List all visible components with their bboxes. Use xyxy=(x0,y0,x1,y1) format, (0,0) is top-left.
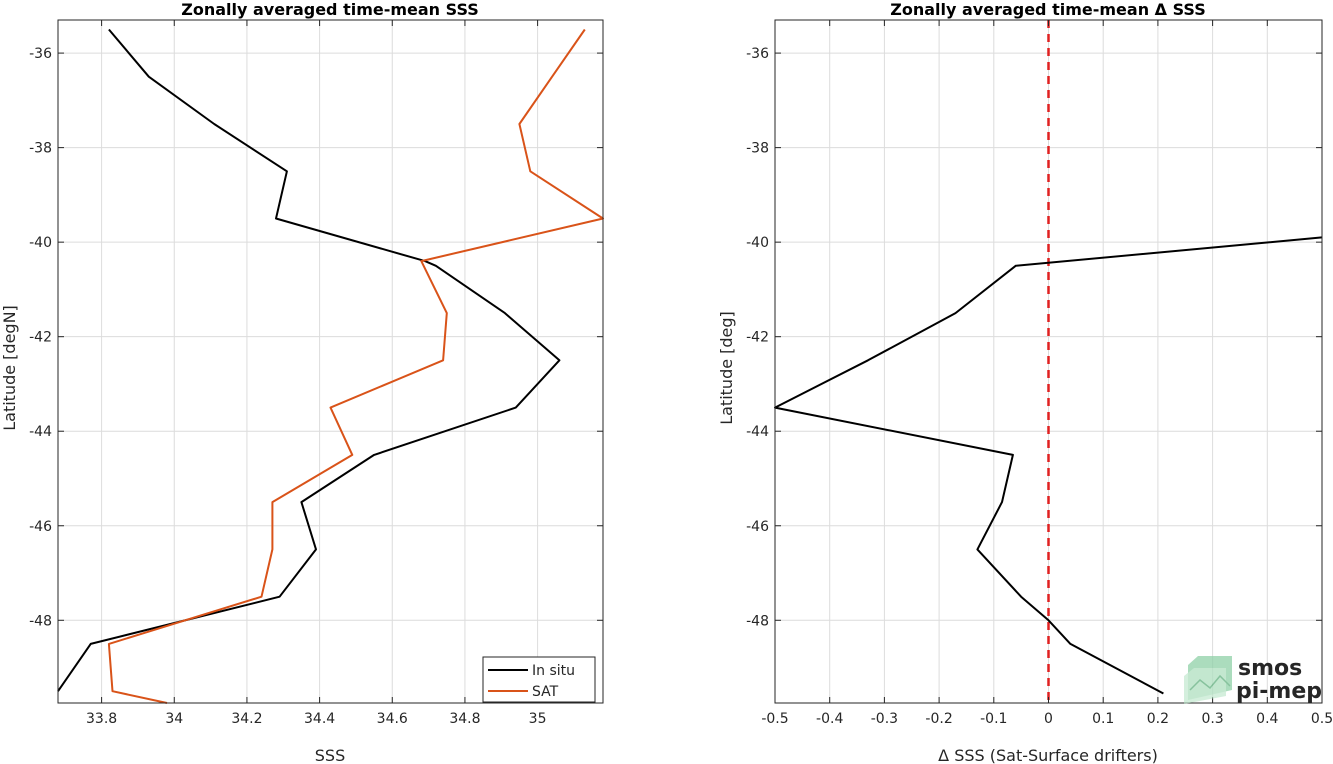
sss-y-tick-label: -48 xyxy=(29,613,52,629)
delta-sss-x-tick-label: 0.2 xyxy=(1147,711,1169,727)
logo-graphic xyxy=(1184,656,1232,704)
sss-y-axis-label: Latitude [degN] xyxy=(0,305,19,431)
sss-y-tick-label: -38 xyxy=(29,141,52,157)
delta-sss-y-tick-label: -46 xyxy=(746,519,769,535)
delta-sss-panel-title: Zonally averaged time-mean Δ SSS xyxy=(890,0,1206,19)
sss-panel-title: Zonally averaged time-mean SSS xyxy=(181,0,479,19)
sss-line-sat xyxy=(107,28,604,704)
sss-y-tick-label: -40 xyxy=(29,235,52,251)
sss-x-tick-label: 33.8 xyxy=(86,711,117,727)
delta-sss-y-tick-label: -36 xyxy=(746,46,769,62)
delta-sss-x-tick-label: 0.4 xyxy=(1256,711,1278,727)
sss-y-tick-label: -46 xyxy=(29,519,52,535)
delta-sss-panel: Zonally averaged time-mean Δ SSS -0.5 -0.… xyxy=(717,0,1333,764)
sss-ticks: 33.8 34 34.2 34.4 34.6 34.8 35 -36 -38 -40 -42 -44 -… xyxy=(29,20,603,727)
delta-sss-x-tick-label: -0.4 xyxy=(816,711,843,727)
sss-y-tick-label: -42 xyxy=(29,330,52,346)
delta-sss-y-tick-label: -48 xyxy=(746,613,769,629)
sss-axes-frame xyxy=(57,19,604,704)
sss-x-tick-label: 34.6 xyxy=(377,711,408,727)
sss-x-tick-label: 34.4 xyxy=(304,711,335,727)
logo-text-smos: smos xyxy=(1238,656,1302,681)
delta-sss-y-tick-label: -40 xyxy=(746,235,769,251)
delta-sss-line-series-0 xyxy=(774,236,1323,695)
delta-sss-x-tick-label: 0 xyxy=(1044,711,1053,727)
sss-y-tick-label: -44 xyxy=(29,424,52,440)
sss-x-tick-label: 35 xyxy=(529,711,547,727)
delta-sss-x-tick-label: -0.1 xyxy=(980,711,1007,727)
sss-grid xyxy=(58,20,603,703)
sss-line-in-situ xyxy=(57,28,561,692)
sss-x-axis-label: SSS xyxy=(315,746,345,764)
sss-series-group xyxy=(57,28,604,704)
delta-sss-y-tick-label: -42 xyxy=(746,330,769,346)
legend-label-sat: SAT xyxy=(532,684,559,700)
delta-sss-y-axis-label: Latitude [deg] xyxy=(717,311,736,425)
legend-box xyxy=(482,656,596,703)
logo-text-pi-mep: pi-mep xyxy=(1236,679,1322,704)
sss-x-tick-label: 34 xyxy=(165,711,183,727)
delta-sss-x-tick-label: 0.3 xyxy=(1201,711,1223,727)
delta-sss-x-tick-label: 0.1 xyxy=(1092,711,1114,727)
sss-panel: Zonally averaged time-mean SSS 33.8 34 34.… xyxy=(0,0,604,764)
delta-sss-y-tick-label: -44 xyxy=(746,424,769,440)
delta-sss-y-tick-label: -38 xyxy=(746,141,769,157)
delta-sss-series-group xyxy=(774,236,1323,695)
sss-legend: In situ SAT xyxy=(482,656,596,703)
delta-sss-x-axis-label: Δ SSS (Sat-Surface drifters) xyxy=(938,746,1158,764)
smos-pi-mep-logo: smos pi-mep xyxy=(1184,656,1322,704)
delta-sss-ticks: -0.5 -0.4 -0.3 -0.2 -0.1 0 0.1 0.2 0.3 0.4 0.5 -36 -… xyxy=(746,20,1333,727)
sss-x-tick-label: 34.8 xyxy=(449,711,480,727)
delta-sss-x-tick-label: -0.5 xyxy=(761,711,788,727)
sss-x-tick-label: 34.2 xyxy=(231,711,262,727)
delta-sss-x-tick-label: -0.3 xyxy=(871,711,898,727)
delta-sss-x-tick-label: 0.5 xyxy=(1311,711,1333,727)
sss-y-tick-label: -36 xyxy=(29,46,52,62)
delta-sss-x-tick-label: -0.2 xyxy=(925,711,952,727)
legend-label-in-situ: In situ xyxy=(532,663,575,679)
